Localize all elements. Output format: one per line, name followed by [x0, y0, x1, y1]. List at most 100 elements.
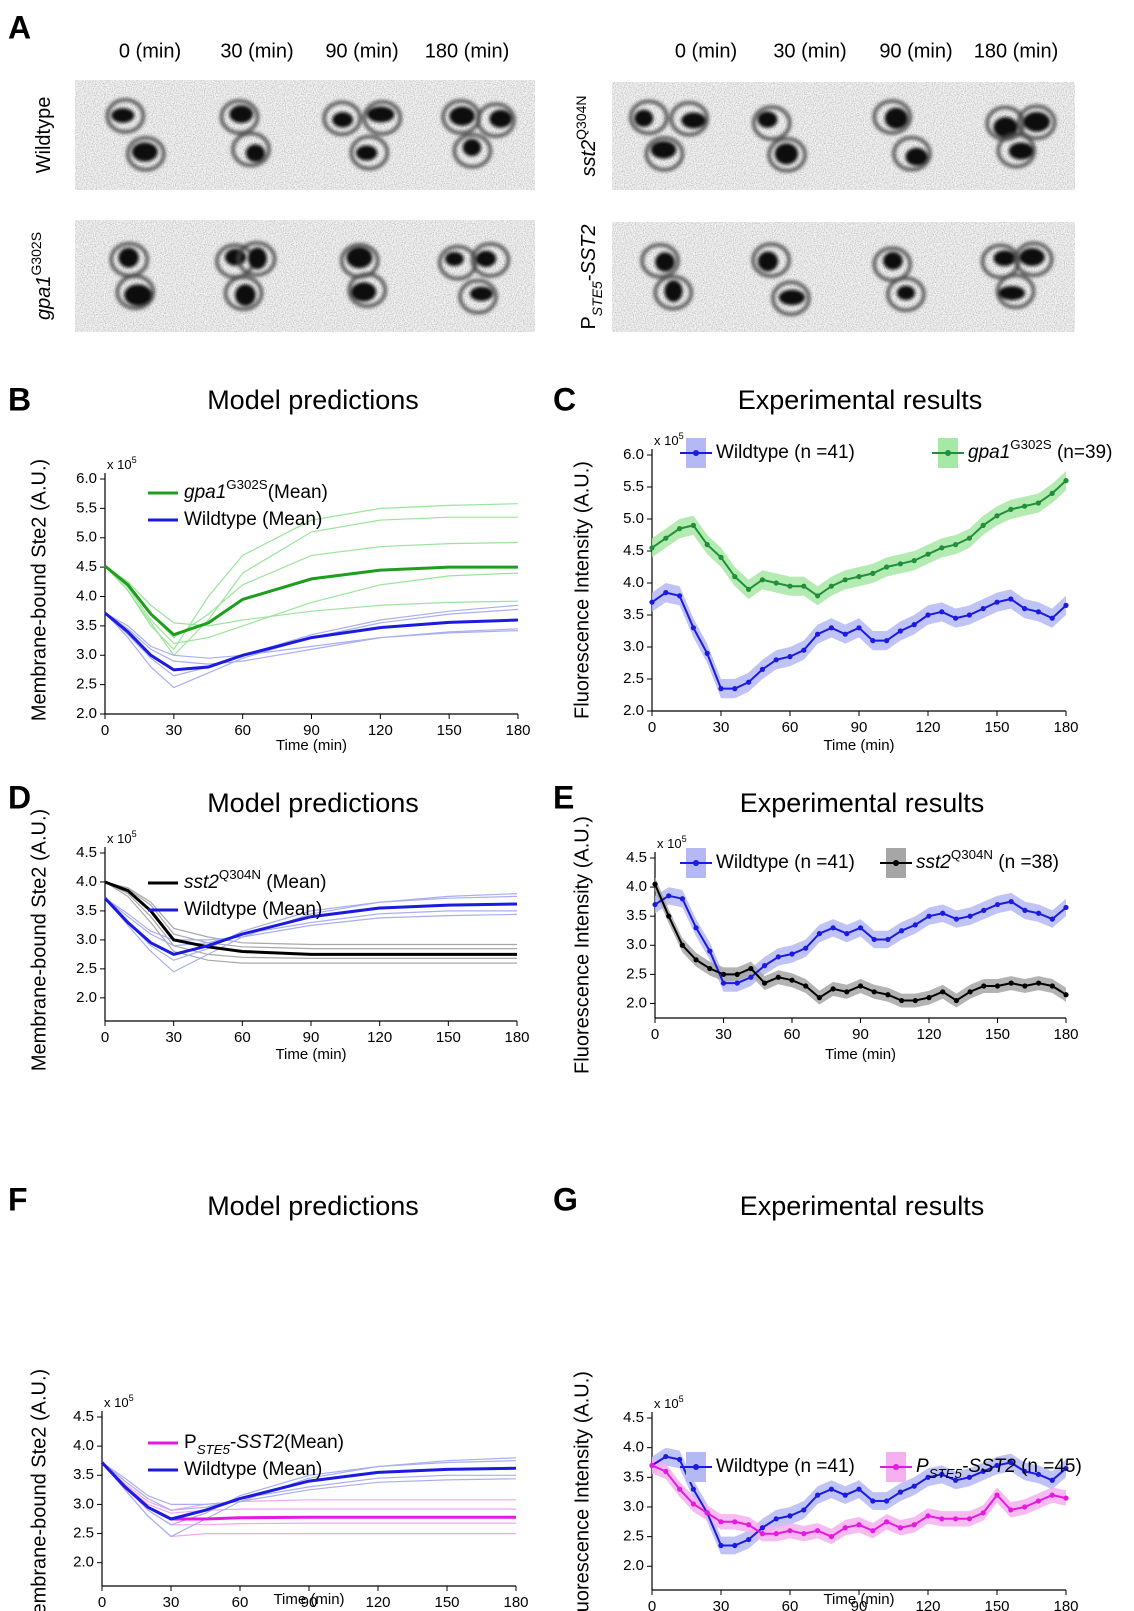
data-point	[776, 954, 781, 959]
cell-patch	[332, 112, 353, 127]
data-point	[817, 931, 822, 936]
data-point	[694, 925, 699, 930]
data-point	[912, 1484, 917, 1489]
y-tick-label: 4.5	[76, 558, 97, 575]
x-tick-label: 150	[984, 719, 1009, 736]
y-tick-label: 3.5	[623, 606, 644, 623]
y-tick-label: 3.0	[623, 1498, 644, 1515]
data-point	[884, 638, 889, 643]
text-part: (Mean)	[284, 1432, 344, 1453]
data-point	[829, 625, 834, 630]
y-tick-label: 3.5	[623, 1468, 644, 1485]
cell-patch	[470, 287, 493, 301]
data-point	[856, 1487, 861, 1492]
data-point	[925, 552, 930, 557]
x-tick-label: 0	[648, 1598, 656, 1611]
data-point	[1050, 491, 1055, 496]
data-point	[732, 686, 737, 691]
data-point	[843, 1493, 848, 1498]
data-point	[856, 625, 861, 630]
figure: A 0 (min)30 (min)90 (min)180 (min)Wildty…	[0, 0, 1134, 1611]
data-point	[787, 584, 792, 589]
text-part: sst2	[916, 852, 951, 873]
x-tick-label: 150	[984, 1598, 1009, 1611]
data-point	[691, 1501, 696, 1506]
error-band	[652, 471, 1066, 605]
y-tick-label: 2.5	[76, 960, 97, 977]
data-point	[774, 1531, 779, 1536]
data-point	[666, 914, 671, 919]
data-point	[1036, 980, 1041, 985]
row-label: gpa1G302S	[28, 232, 56, 320]
text-part: SST2	[578, 224, 600, 274]
legend-label: sst2Q304N (n =38)	[916, 847, 1059, 873]
data-point	[735, 972, 740, 977]
y-tick-label: 3.0	[623, 638, 644, 655]
x-axis-label: Time (min)	[823, 737, 894, 754]
data-point	[1050, 916, 1055, 921]
legend-dot	[693, 450, 699, 456]
y-tick-label: 4.5	[626, 849, 647, 866]
x-tick-label: 120	[367, 1029, 392, 1046]
time-label: 90 (min)	[325, 40, 398, 62]
data-point	[940, 989, 945, 994]
chart-title: Model predictions	[207, 385, 419, 415]
data-point	[898, 1490, 903, 1495]
data-point	[815, 1493, 820, 1498]
cell-patch	[905, 148, 927, 166]
legend-label: Wildtype (Mean)	[184, 509, 322, 530]
data-point	[843, 632, 848, 637]
legend-dot	[693, 1464, 699, 1470]
y-tick-label: 6.0	[623, 446, 644, 463]
data-point	[746, 1522, 751, 1527]
text-part: gpa1	[33, 276, 55, 321]
y-axis-label: Fluorescence Intensity (A.U.)	[571, 1371, 593, 1611]
data-point	[843, 577, 848, 582]
x-tick-label: 120	[365, 1594, 390, 1611]
x-tick-label: 90	[303, 722, 320, 739]
data-point	[925, 1513, 930, 1518]
cell-patch	[124, 284, 152, 305]
data-point	[787, 1528, 792, 1533]
data-point	[884, 564, 889, 569]
data-point	[829, 584, 834, 589]
x-tick-label: 180	[503, 1594, 528, 1611]
data-point	[939, 545, 944, 550]
data-point	[803, 983, 808, 988]
data-point	[939, 609, 944, 614]
data-point	[1022, 983, 1027, 988]
time-label: 90 (min)	[879, 40, 952, 62]
data-point	[680, 943, 685, 948]
y-tick-label: 6.0	[76, 470, 97, 487]
data-point	[1063, 1495, 1068, 1500]
cell-patch	[651, 141, 677, 159]
data-point	[899, 998, 904, 1003]
y-tick-label: 4.0	[76, 873, 97, 890]
y-tick-label: 4.5	[73, 1408, 94, 1425]
data-point	[705, 1510, 710, 1515]
panel-letter: C	[553, 381, 576, 417]
data-point	[705, 542, 710, 547]
data-point	[1036, 911, 1041, 916]
cell-patch	[655, 252, 675, 271]
data-point	[663, 536, 668, 541]
data-point	[953, 542, 958, 547]
text-part: sst2	[578, 140, 600, 177]
text-part: G302S	[1010, 437, 1052, 452]
data-point	[872, 937, 877, 942]
data-point	[787, 654, 792, 659]
time-label: 180 (min)	[425, 40, 509, 62]
data-point	[954, 998, 959, 1003]
data-point	[817, 995, 822, 1000]
data-point	[981, 908, 986, 913]
text-part: Wildtype (n =41)	[716, 852, 855, 873]
cell-patch	[229, 105, 253, 123]
text-part: STE5	[197, 1442, 231, 1457]
data-point	[787, 1513, 792, 1518]
y-multiplier: x 105	[657, 834, 687, 851]
cell-patch	[758, 111, 778, 127]
legend-label: PSTE5-SST2(Mean)	[184, 1432, 344, 1457]
data-point	[789, 978, 794, 983]
data-point	[815, 632, 820, 637]
data-point	[1008, 507, 1013, 512]
